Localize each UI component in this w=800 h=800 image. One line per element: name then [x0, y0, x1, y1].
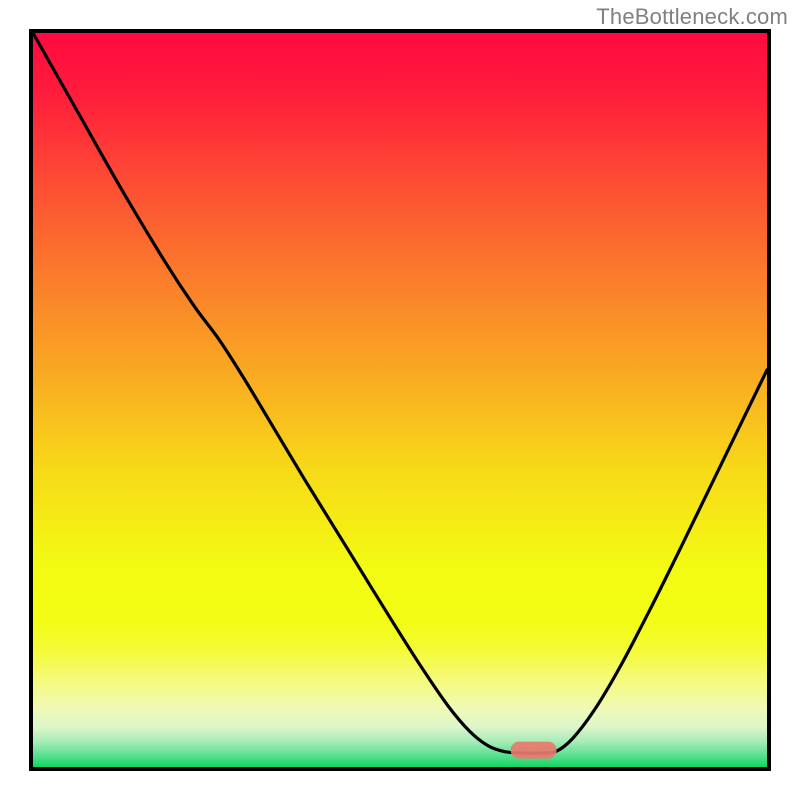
optimal-marker	[511, 742, 557, 759]
plot-background	[33, 33, 767, 767]
bottleneck-chart	[0, 0, 800, 800]
chart-canvas	[0, 0, 800, 800]
watermark-text: TheBottleneck.com	[596, 4, 788, 30]
